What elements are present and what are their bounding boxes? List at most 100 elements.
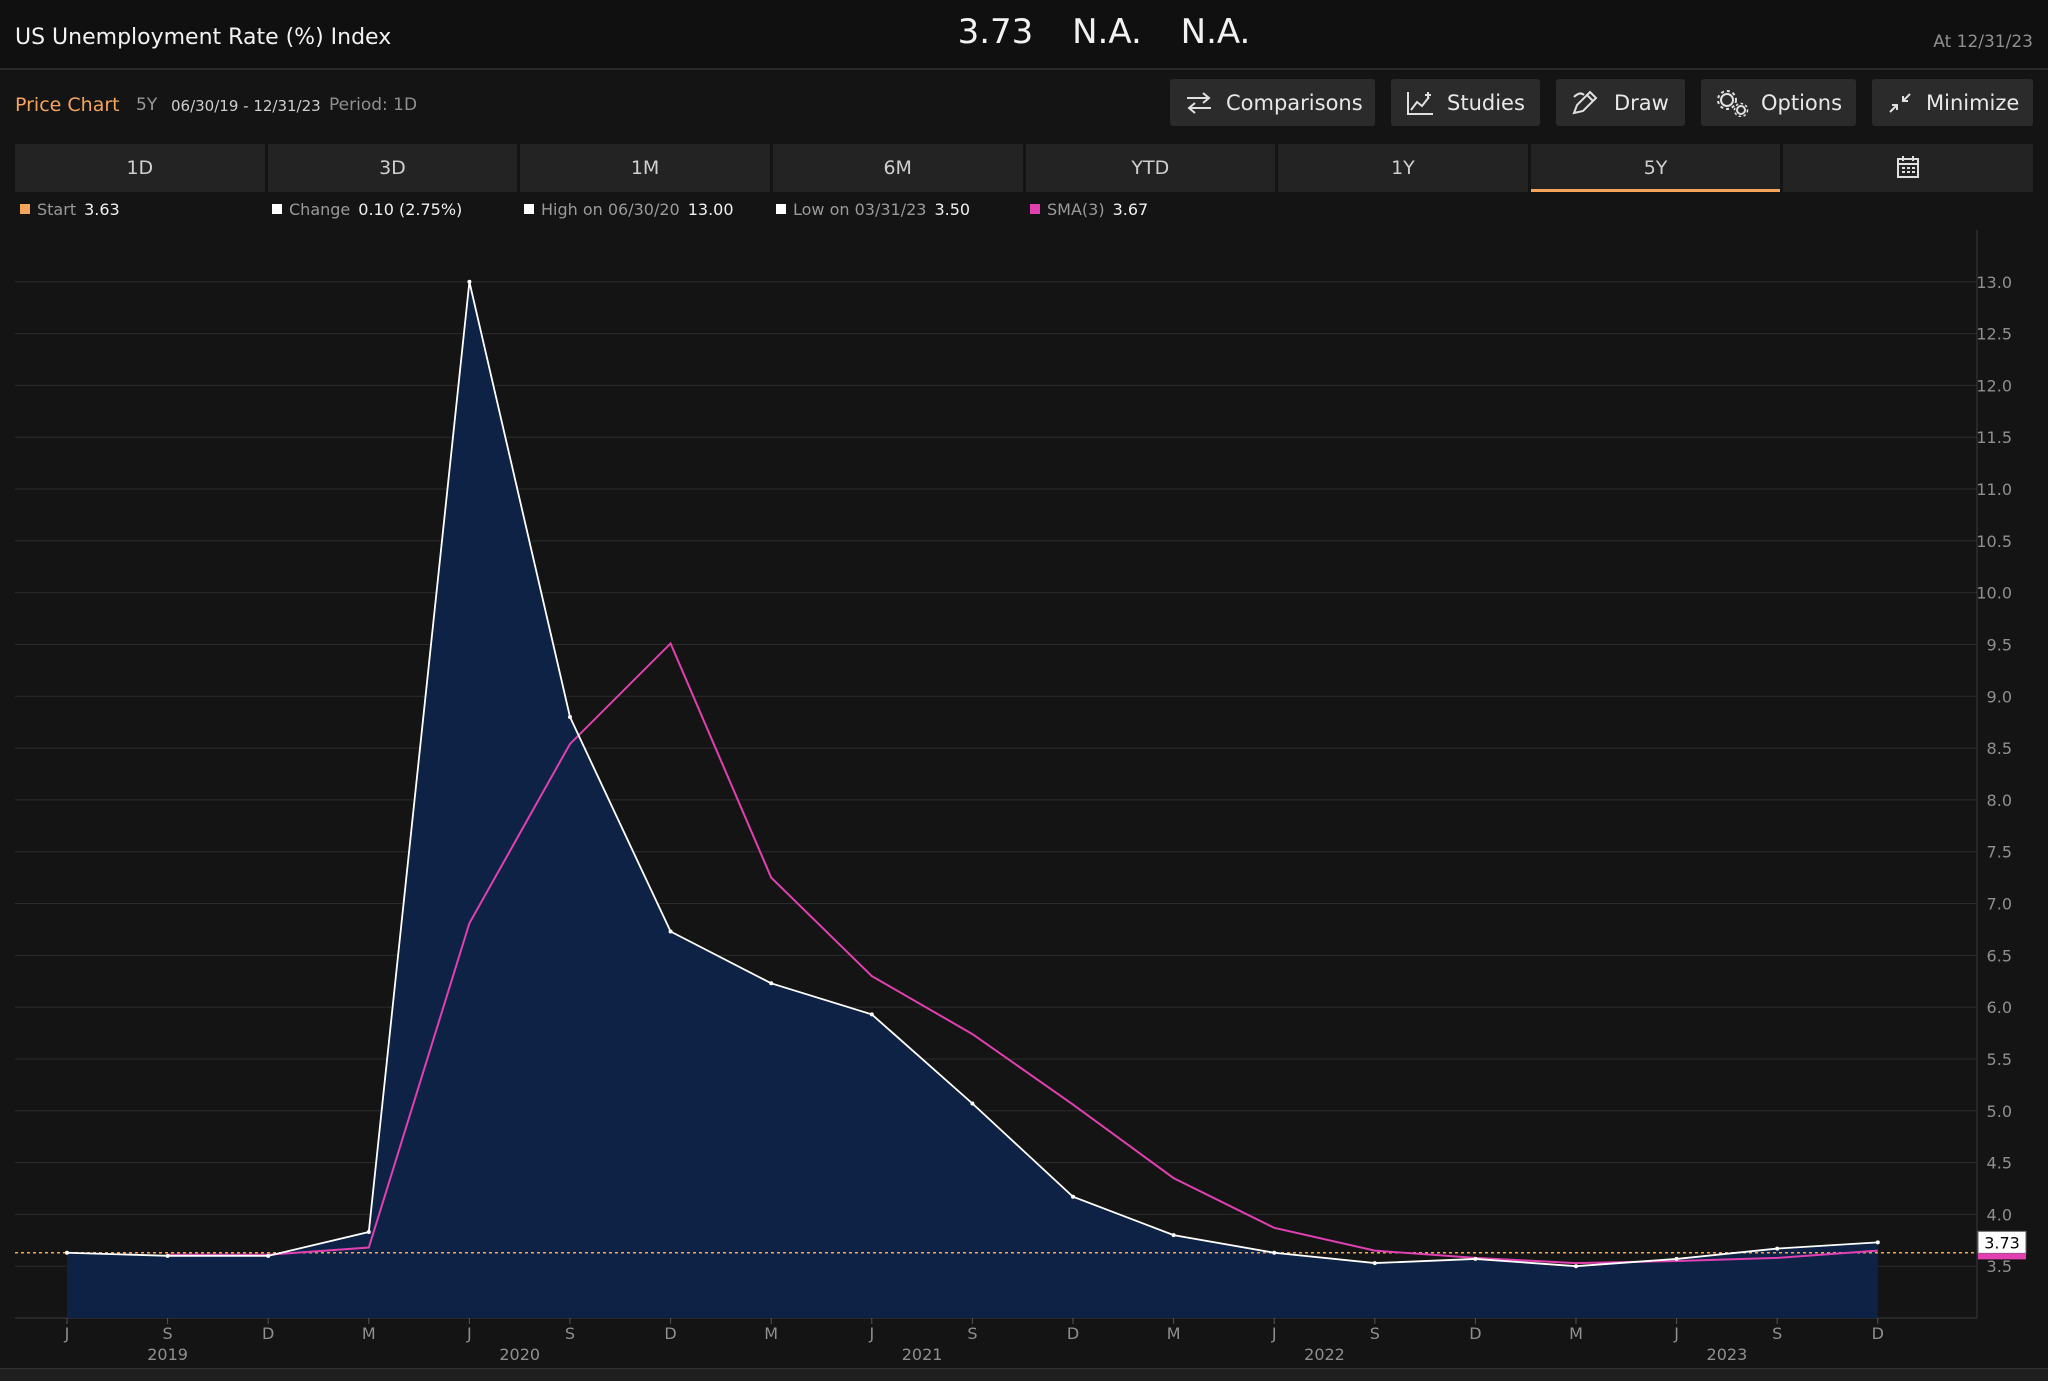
- x-year-label: 2020: [499, 1345, 540, 1364]
- data-point: [970, 1101, 975, 1106]
- data-point: [1574, 1264, 1578, 1269]
- sma-line: [167, 641, 1878, 1265]
- data-point: [1372, 1261, 1377, 1266]
- tab-ytd[interactable]: YTD: [1025, 144, 1276, 192]
- x-tick-label: D: [1872, 1324, 1884, 1343]
- legend-swatch: [20, 204, 30, 214]
- legend-high: High on 06/30/20 13.00: [524, 200, 734, 219]
- minimize-button[interactable]: Minimize: [1872, 79, 2033, 126]
- tab-1y[interactable]: 1Y: [1278, 144, 1528, 192]
- x-tick-label: S: [163, 1324, 173, 1343]
- data-point: [1674, 1256, 1679, 1261]
- x-tick-label: J: [868, 1324, 874, 1343]
- x-tick-label: J: [1673, 1324, 1679, 1343]
- tab-1d[interactable]: 1D: [15, 144, 265, 192]
- as-of-date: At 12/31/23: [1933, 32, 2033, 52]
- data-point: [869, 1012, 874, 1017]
- net-change: N.A.: [1072, 12, 1142, 52]
- data-point: [1875, 1240, 1880, 1245]
- compare-arrows-icon: [1187, 91, 1211, 114]
- series-area: [67, 281, 1878, 1318]
- data-point: [366, 1229, 371, 1234]
- x-tick-label: D: [1469, 1324, 1481, 1343]
- draw-button[interactable]: Draw: [1556, 79, 1685, 126]
- y-tick-label: 3.5: [1987, 1257, 2012, 1276]
- y-tick-label: 5.5: [1987, 1050, 2012, 1069]
- data-point: [65, 1250, 69, 1255]
- y-tick-label: 4.5: [1987, 1154, 2012, 1173]
- data-point: [1171, 1233, 1176, 1238]
- data-point: [668, 929, 673, 934]
- tab-calendar[interactable]: [1783, 144, 2033, 192]
- security-title: US Unemployment Rate (%) Index: [15, 25, 392, 50]
- data-point: [769, 981, 774, 986]
- tab-6m[interactable]: 6M: [772, 144, 1023, 192]
- bottom-dock: [0, 1368, 2048, 1381]
- x-tick-label: S: [1370, 1324, 1380, 1343]
- y-tick-label: 4.0: [1987, 1205, 2012, 1224]
- last-price: 3.73: [957, 12, 1034, 52]
- y-tick-label: 11.5: [1976, 428, 2012, 447]
- data-point: [1473, 1256, 1478, 1261]
- y-tick-label: 7.5: [1987, 843, 2012, 862]
- data-point: [266, 1253, 271, 1258]
- x-tick-label: M: [362, 1324, 376, 1343]
- x-tick-label: D: [1067, 1324, 1079, 1343]
- period-label: Period: 1D: [329, 95, 418, 115]
- y-tick-label: 8.5: [1987, 739, 2012, 758]
- calendar-icon: [1897, 156, 1920, 178]
- studies-chart-icon: [1407, 91, 1433, 115]
- x-tick-label: S: [565, 1324, 575, 1343]
- date-range: 06/30/19 - 12/31/23: [171, 97, 321, 115]
- y-tick-label: 9.0: [1987, 687, 2012, 706]
- legend-swatch: [1030, 204, 1040, 214]
- data-point: [467, 279, 472, 284]
- price-chart-label: Price Chart: [15, 94, 120, 116]
- y-tick-label: 7.0: [1987, 895, 2012, 914]
- minimize-label: Minimize: [1926, 90, 2020, 115]
- tab-3d[interactable]: 3D: [267, 144, 518, 192]
- data-point: [1071, 1194, 1075, 1199]
- percent-change: N.A.: [1180, 12, 1251, 52]
- x-year-label: 2023: [1707, 1345, 1748, 1364]
- y-tick-label: 11.0: [1976, 480, 2012, 499]
- options-button[interactable]: Options: [1701, 79, 1856, 126]
- y-tick-label: 10.0: [1976, 584, 2012, 603]
- x-tick-label: D: [664, 1324, 676, 1343]
- studies-button[interactable]: Studies: [1391, 79, 1540, 126]
- x-tick-label: M: [764, 1324, 778, 1343]
- data-point: [568, 715, 572, 720]
- comparisons-button[interactable]: Comparisons: [1170, 79, 1375, 126]
- tab-1m[interactable]: 1M: [520, 144, 770, 192]
- x-tick-label: J: [64, 1324, 70, 1343]
- header: US Unemployment Rate (%) Index 3.73 N.A.…: [0, 0, 2048, 70]
- legend-swatch: [524, 204, 534, 214]
- y-tick-label: 6.0: [1987, 998, 2012, 1017]
- sma-value-badge: [1978, 1253, 2026, 1260]
- y-tick-label: 8.0: [1987, 791, 2012, 810]
- y-tick-label: 10.5: [1976, 532, 2012, 551]
- price-chart[interactable]: 3.5 4.0 4.5 5.0 5.5 6.0 6.5 7.0 7.5 8.0 8.5 9.0 9.5 1…: [0, 230, 2048, 1366]
- range-tabs: 1D 3D 1M 6M YTD 1Y 5Y: [15, 144, 2033, 192]
- x-year-label: 2021: [902, 1345, 943, 1364]
- x-tick-label: D: [262, 1324, 274, 1343]
- x-year-label: 2022: [1304, 1345, 1345, 1364]
- options-label: Options: [1761, 90, 1843, 115]
- x-tick-label: M: [1167, 1324, 1181, 1343]
- y-tick-label: 6.5: [1987, 946, 2012, 965]
- x-year-label: 2019: [147, 1345, 188, 1364]
- data-point: [1272, 1250, 1277, 1255]
- tab-5y[interactable]: 5Y: [1530, 144, 1781, 192]
- last-value-label: 3.73: [1984, 1233, 2020, 1252]
- gears-icon: [1717, 89, 1749, 117]
- pencil-draw-icon: [1572, 90, 1598, 114]
- draw-label: Draw: [1614, 90, 1669, 115]
- x-tick-label: J: [466, 1324, 472, 1343]
- x-tick-label: S: [1772, 1324, 1782, 1343]
- data-point: [165, 1253, 170, 1258]
- range-label: 5Y: [136, 95, 158, 115]
- y-tick-label: 12.0: [1976, 376, 2012, 395]
- y-tick-label: 13.0: [1976, 273, 2012, 292]
- legend-swatch: [776, 204, 786, 214]
- legend-swatch: [272, 204, 282, 214]
